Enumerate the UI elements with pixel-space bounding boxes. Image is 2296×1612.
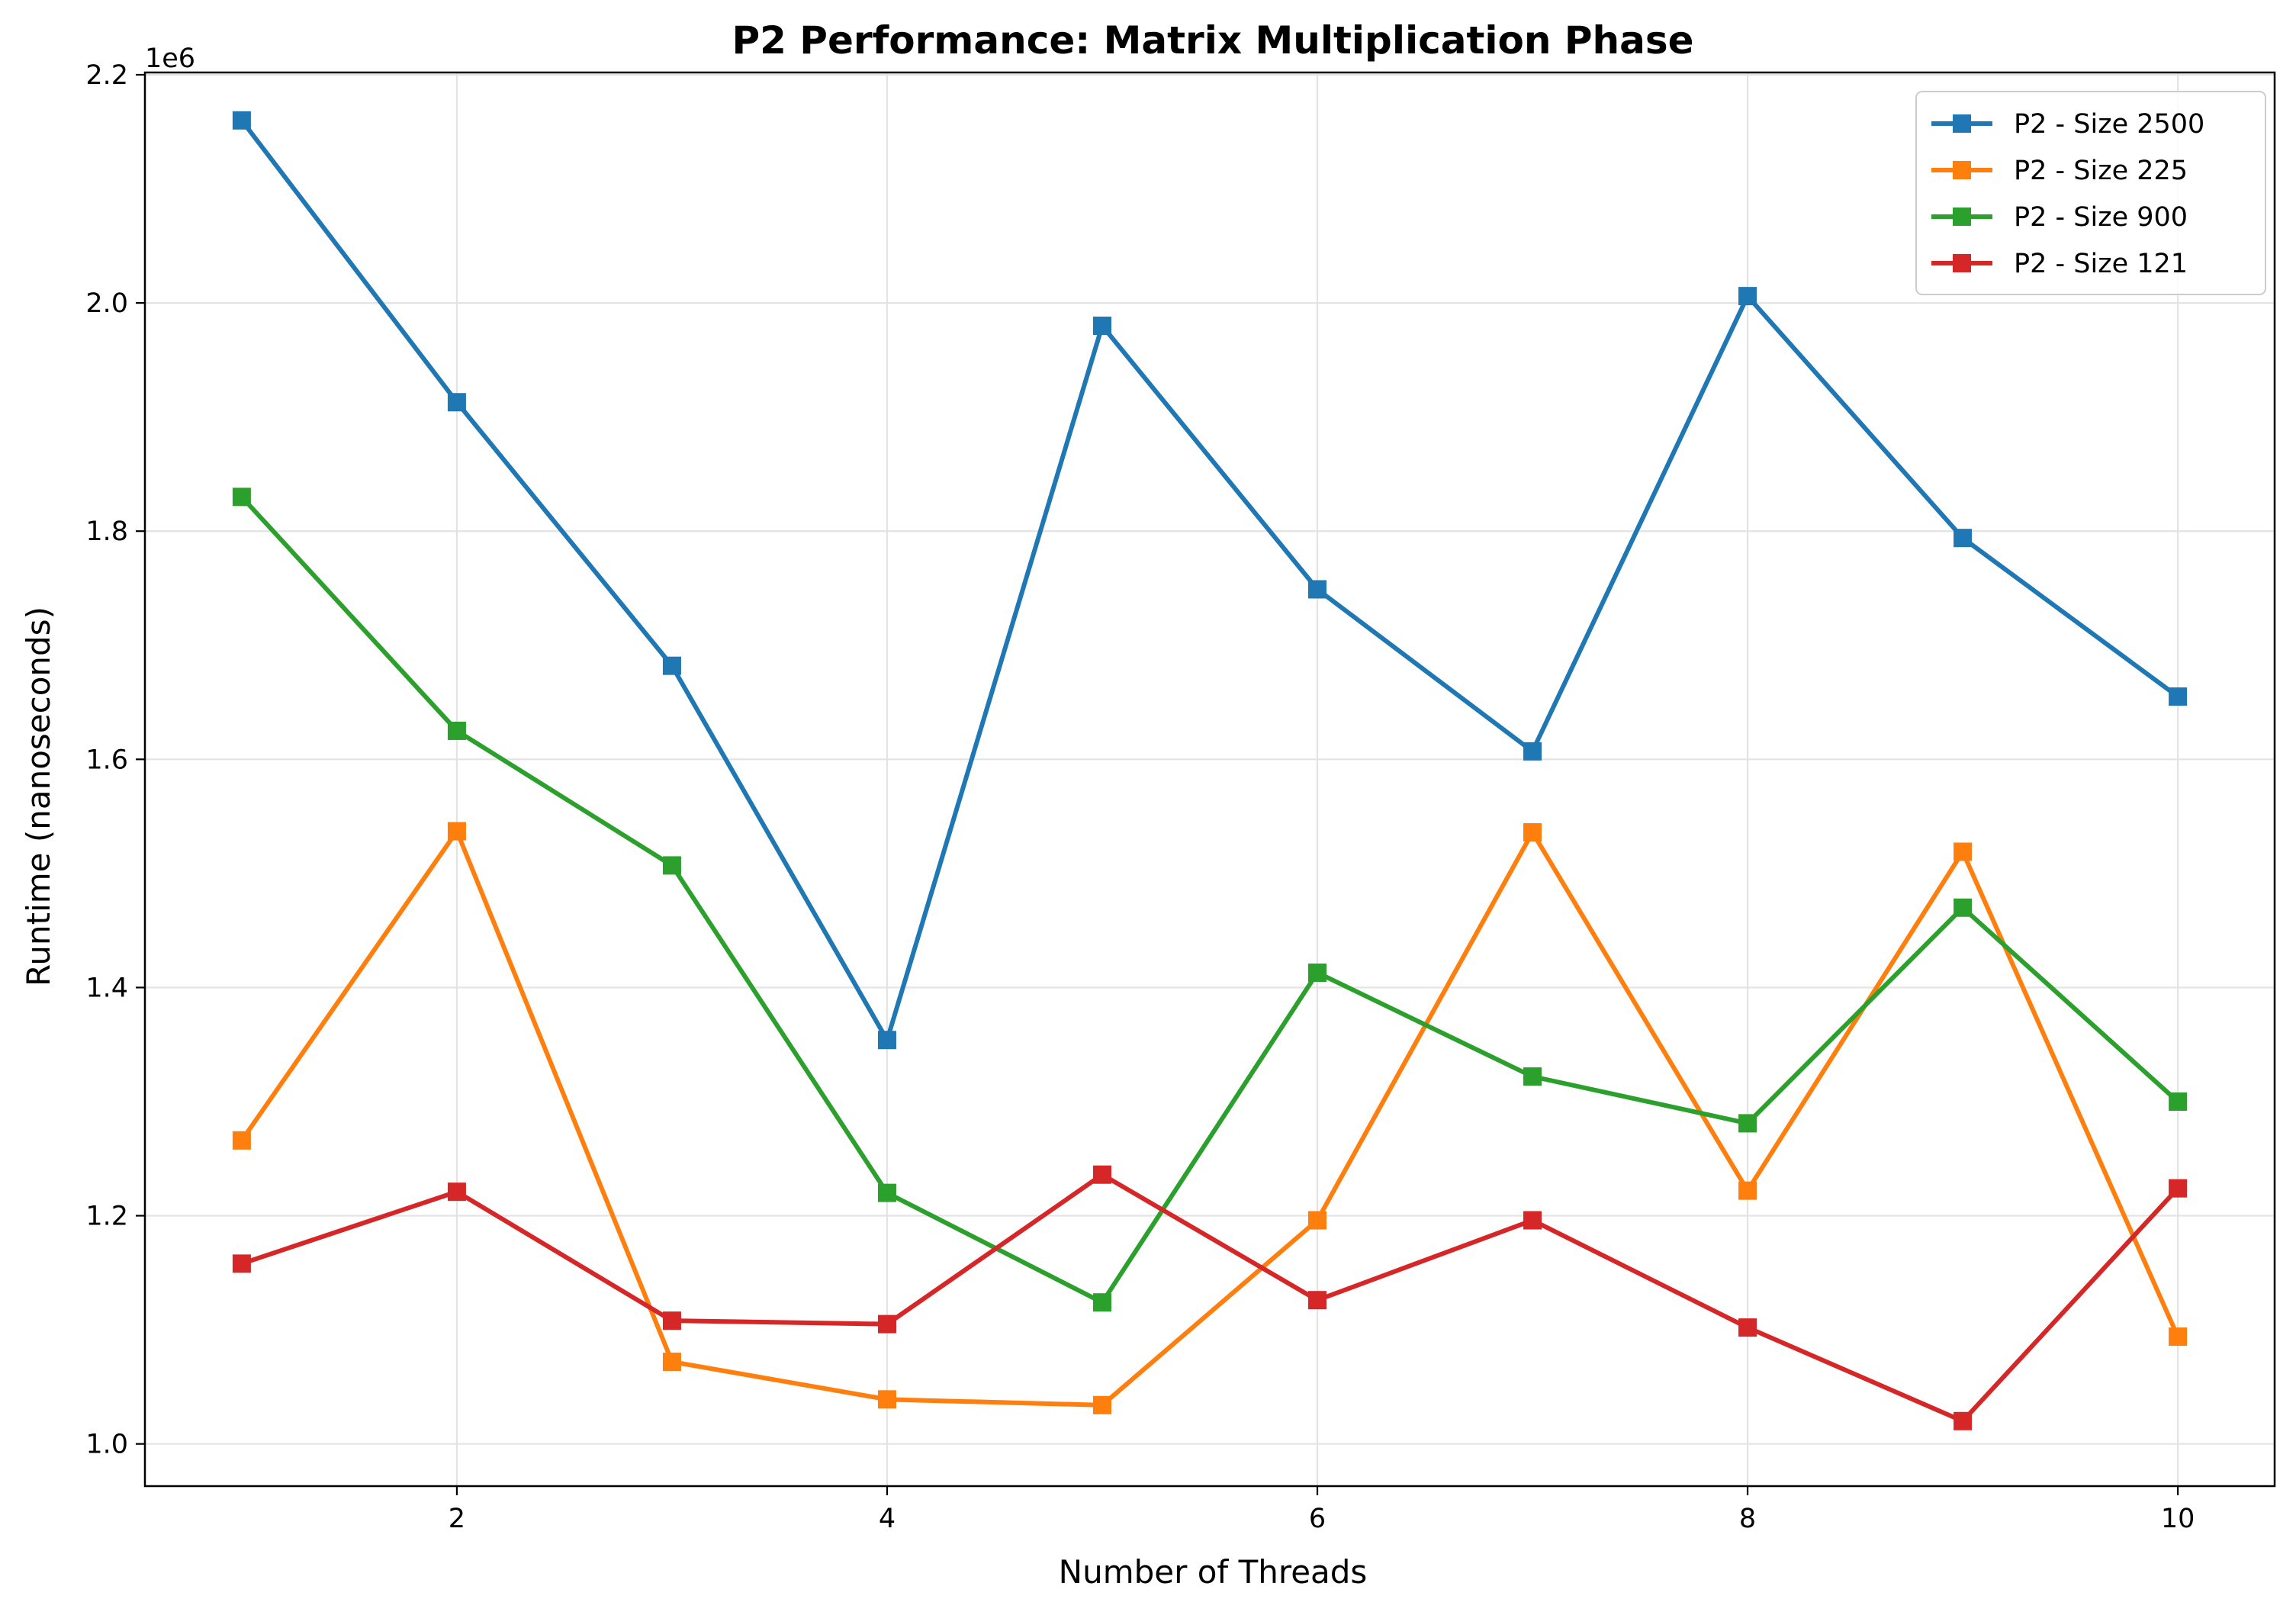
plot-frame	[143, 71, 2276, 1488]
series-line	[240, 118, 2179, 1043]
data-point-marker	[662, 1311, 681, 1330]
chart-title: P2 Performance: Matrix Multiplication Ph…	[732, 18, 1693, 63]
y-tick-label: 1.4	[85, 973, 128, 1003]
data-point-marker	[1738, 1114, 1757, 1133]
legend-label: P2 - Size 2500	[2014, 109, 2204, 140]
x-tick-label: 4	[879, 1504, 896, 1534]
data-point-marker	[447, 822, 466, 841]
series-line	[240, 1172, 2180, 1424]
x-tick-label: 8	[1739, 1504, 1756, 1534]
legend-marker-swatch	[1953, 161, 1971, 179]
data-point-marker	[877, 1031, 896, 1050]
legend-marker-swatch	[1953, 114, 1971, 133]
series-group	[232, 822, 2188, 1414]
y-tick-label: 1.6	[85, 745, 128, 775]
data-point-marker	[232, 1131, 251, 1150]
y-tick-label: 2.0	[85, 288, 128, 319]
data-point-marker	[662, 1352, 681, 1371]
y-tick-label: 2.2	[85, 60, 128, 91]
data-point-marker	[1523, 1211, 1542, 1230]
series-line	[240, 829, 2180, 1408]
data-point-marker	[232, 1254, 251, 1273]
data-point-marker	[877, 1390, 896, 1409]
x-tick-label: 10	[2161, 1504, 2195, 1534]
series-group	[232, 487, 2188, 1312]
data-point-marker	[2169, 1179, 2188, 1198]
data-point-marker	[1308, 1291, 1327, 1310]
y-tick-label: 1.2	[85, 1202, 128, 1232]
data-point-marker	[447, 1182, 466, 1202]
data-point-marker	[1092, 1293, 1111, 1312]
data-point-marker	[2169, 1327, 2188, 1347]
series-group	[232, 1165, 2188, 1430]
data-point-marker	[2169, 1092, 2188, 1111]
data-point-marker	[232, 487, 251, 507]
legend-label: P2 - Size 121	[2014, 249, 2188, 279]
x-tick-label: 6	[1309, 1504, 1326, 1534]
data-point-marker	[1092, 1395, 1111, 1414]
data-point-marker	[232, 111, 251, 130]
legend-marker-swatch	[1953, 208, 1971, 226]
y-axis-label: Runtime (nanoseconds)	[20, 607, 57, 986]
data-point-marker	[1092, 1165, 1111, 1184]
data-point-marker	[1738, 1181, 1757, 1200]
data-point-marker	[1738, 287, 1757, 306]
y-tick-label: 1.0	[85, 1430, 128, 1460]
data-point-marker	[1523, 823, 1542, 842]
data-point-marker	[1523, 742, 1542, 761]
x-tick-label: 2	[449, 1504, 465, 1534]
legend: P2 - Size 2500 P2 - Size 225 P2 - Size 900…	[1915, 91, 2266, 295]
legend-label: P2 - Size 225	[2014, 156, 2188, 186]
x-axis-ticks: 2 4 6 8 10	[449, 1486, 2195, 1534]
data-point-marker	[662, 656, 681, 675]
data-point-marker	[1092, 317, 1111, 336]
legend-label: P2 - Size 900	[2014, 202, 2188, 233]
y-axis-offset-label: 1e6	[145, 43, 195, 74]
data-point-marker	[1738, 1318, 1757, 1337]
data-point-marker	[1523, 1067, 1542, 1086]
data-point-marker	[1954, 898, 1973, 917]
series-group	[232, 111, 2188, 1050]
data-point-marker	[1308, 1211, 1327, 1230]
x-axis-label: Number of Threads	[1059, 1553, 1368, 1591]
series-line	[240, 495, 2180, 1305]
data-point-marker	[447, 721, 466, 740]
data-point-marker	[1954, 529, 1973, 548]
y-tick-label: 1.8	[85, 516, 128, 547]
data-point-marker	[1308, 580, 1327, 599]
data-point-marker	[662, 856, 681, 875]
data-point-marker	[2169, 687, 2188, 706]
data-point-marker	[877, 1183, 896, 1202]
legend-marker-swatch	[1953, 254, 1971, 272]
data-point-marker	[1308, 963, 1327, 982]
data-point-marker	[447, 393, 466, 412]
series-layer	[232, 111, 2188, 1430]
y-axis-ticks: 1.0 1.2 1.4 1.6 1.8 2.0 2.2	[85, 60, 145, 1460]
data-point-marker	[1954, 842, 1973, 861]
data-point-marker	[877, 1314, 896, 1334]
legend-box	[1915, 91, 2266, 295]
data-point-marker	[1954, 1411, 1973, 1430]
